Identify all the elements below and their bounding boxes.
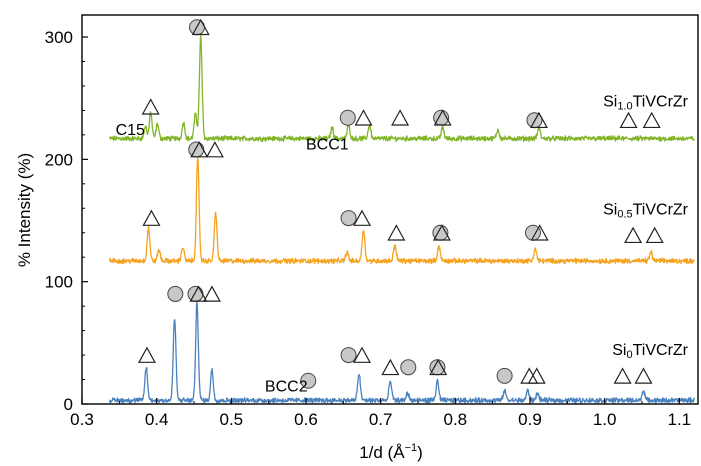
axis-layer: 0.3 0.4 0.5 0.6 0.7 0.8 0.9 1.0 1.1 0 100 200 300 [45,28,692,429]
phase-marker-triangle [141,98,160,115]
phase-marker-triangle [354,109,373,126]
phase-marker-triangle [642,111,661,129]
phase-marker-triangle [190,141,209,158]
phase-label: BCC2 [265,379,308,396]
phase-marker-triangle [381,358,400,376]
phase-label: C15 [116,122,145,139]
phase-marker-circle [340,347,357,364]
y-tick-label: 300 [45,28,73,47]
phase-marker-triangle [137,346,156,363]
phase-marker-triangle [202,285,221,302]
x-axis-title: 1/d (Å−1) [359,442,423,462]
phase-marker-triangle [432,224,451,241]
series-label: Si0TiVCrZr [612,342,688,361]
series-label: Si0.5TiVCrZr [603,201,689,220]
phase-marker-circle [496,367,513,384]
phase-marker-triangle [352,346,372,363]
phase-marker-triangle [529,111,548,129]
phase-marker-triangle [391,109,410,126]
phase-marker-triangle [624,226,643,244]
phase-marker-triangle [142,209,161,226]
x-tick-label: 1.1 [668,410,692,429]
series-line-1 [108,157,695,265]
y-tick-label: 0 [64,395,73,414]
phase-label: BCC1 [306,136,349,153]
marker-layer [137,18,664,389]
phase-marker-triangle [189,285,208,302]
series-line-0 [108,35,695,143]
phase-marker-triangle [527,367,546,384]
phase-marker-circle [167,285,184,302]
phase-marker-triangle [352,209,372,226]
x-tick-label: 0.9 [518,410,542,429]
phase-marker-circle [300,372,317,389]
phase-marker-circle [188,141,205,158]
x-tick-label: 0.6 [294,410,318,429]
phase-marker-triangle [429,358,448,376]
phase-marker-triangle [645,226,664,244]
y-tick-label: 200 [45,150,73,169]
phase-marker-triangle [205,141,224,158]
series-line-2 [108,301,695,404]
phase-marker-circle [340,210,357,227]
phase-marker-triangle [530,224,549,241]
plot-frame [81,14,699,405]
y-axis-title: % Intensity (%) [15,153,34,267]
phase-marker-circle [187,285,204,302]
phase-marker-circle [339,109,356,126]
x-tick-label: 1.0 [593,410,617,429]
phase-marker-circle [400,359,417,376]
phase-marker-triangle [613,367,632,384]
series-label: Si1.0TiVCrZr [603,94,689,113]
phase-marker-triangle [387,224,406,241]
phase-marker-triangle [433,109,452,126]
text-layer: C15 BCC1 BCC2 Si1.0TiVCrZr Si0.5TiVCrZr Si0Ti… [116,94,689,396]
x-tick-label: 0.4 [145,410,169,429]
series-layer [108,35,695,404]
y-tick-label: 100 [45,273,73,292]
x-tick-label: 0.8 [444,410,468,429]
x-tick-label: 0.5 [220,410,244,429]
x-tick-label: 0.3 [70,410,94,429]
phase-marker-triangle [619,111,638,129]
phase-marker-triangle [191,18,210,36]
phase-marker-triangle [634,367,653,384]
x-tick-label: 0.7 [369,410,393,429]
